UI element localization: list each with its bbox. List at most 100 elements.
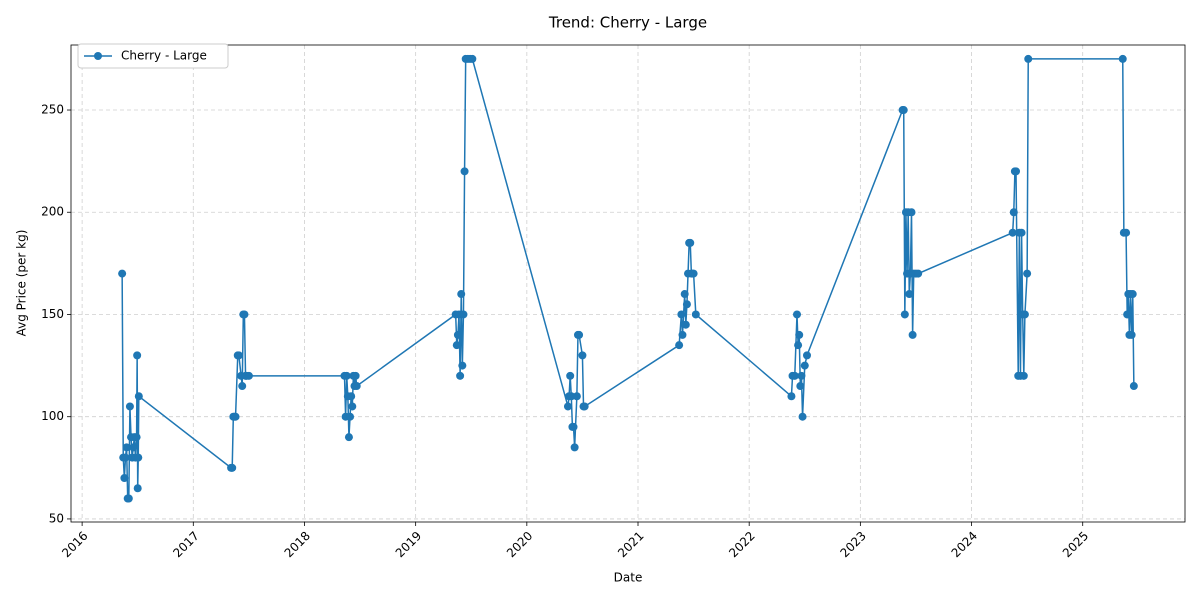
data-point bbox=[134, 453, 143, 462]
data-point bbox=[1024, 54, 1033, 63]
data-point bbox=[238, 382, 247, 391]
data-point bbox=[796, 382, 805, 391]
data-point bbox=[798, 412, 807, 421]
x-tick-label: 2017 bbox=[170, 529, 201, 560]
data-point bbox=[342, 371, 351, 380]
data-point bbox=[244, 371, 253, 380]
data-point bbox=[228, 463, 237, 472]
data-point bbox=[348, 402, 357, 411]
data-point bbox=[578, 351, 587, 360]
data-point bbox=[1122, 228, 1131, 237]
data-point bbox=[1123, 310, 1132, 319]
data-point bbox=[797, 371, 806, 380]
chart-title: Trend: Cherry - Large bbox=[548, 14, 707, 32]
data-point bbox=[566, 371, 575, 380]
data-point bbox=[680, 290, 689, 299]
data-point bbox=[1127, 330, 1136, 339]
data-point bbox=[1129, 382, 1138, 391]
data-point bbox=[347, 392, 356, 401]
data-point bbox=[675, 341, 684, 350]
legend-label: Cherry - Large bbox=[121, 49, 207, 63]
data-point bbox=[682, 300, 691, 309]
data-point bbox=[240, 310, 249, 319]
data-point bbox=[689, 269, 698, 278]
data-point bbox=[133, 351, 142, 360]
legend-box bbox=[77, 43, 229, 69]
data-point bbox=[575, 330, 584, 339]
data-point bbox=[905, 290, 914, 299]
data-point bbox=[914, 269, 923, 278]
data-point bbox=[686, 238, 695, 247]
data-point bbox=[563, 402, 572, 411]
data-point bbox=[1009, 208, 1018, 217]
x-tick-label: 2019 bbox=[393, 529, 424, 560]
y-axis-label: Avg Price (per kg) bbox=[15, 230, 29, 337]
y-tick-label: 150 bbox=[41, 307, 64, 321]
data-point bbox=[1019, 371, 1028, 380]
data-point bbox=[120, 474, 129, 483]
data-point bbox=[460, 167, 469, 176]
data-point bbox=[1008, 228, 1017, 237]
data-point bbox=[456, 371, 465, 380]
data-point bbox=[677, 310, 686, 319]
x-tick-label: 2021 bbox=[615, 529, 646, 560]
data-point bbox=[899, 106, 908, 115]
x-tick-label: 2024 bbox=[949, 529, 980, 560]
data-point bbox=[457, 290, 466, 299]
data-point bbox=[125, 402, 134, 411]
data-point bbox=[802, 351, 811, 360]
legend: Cherry - Large bbox=[77, 43, 229, 69]
data-point bbox=[453, 330, 462, 339]
data-point bbox=[351, 371, 360, 380]
y-tick-label: 200 bbox=[41, 205, 64, 219]
data-point bbox=[678, 330, 687, 339]
x-tick-label: 2023 bbox=[837, 529, 868, 560]
x-tick-label: 2020 bbox=[504, 529, 535, 560]
x-axis-label: Date bbox=[614, 571, 643, 585]
data-point bbox=[468, 54, 477, 63]
y-tick-label: 100 bbox=[41, 409, 64, 423]
data-point bbox=[570, 443, 579, 452]
data-point bbox=[352, 382, 361, 391]
x-tick-label: 2016 bbox=[59, 529, 90, 560]
data-point bbox=[1118, 54, 1127, 63]
data-point bbox=[452, 341, 461, 350]
data-point bbox=[908, 330, 917, 339]
data-point bbox=[794, 341, 803, 350]
data-point bbox=[691, 310, 700, 319]
data-point bbox=[681, 320, 690, 329]
y-tick-label: 50 bbox=[49, 511, 64, 525]
data-point bbox=[118, 269, 127, 278]
x-tick-label: 2018 bbox=[282, 529, 313, 560]
legend-marker bbox=[94, 52, 102, 60]
data-point bbox=[800, 361, 809, 370]
data-point bbox=[346, 412, 355, 421]
data-point bbox=[1128, 290, 1137, 299]
data-point bbox=[567, 392, 576, 401]
data-point bbox=[1017, 228, 1026, 237]
data-point bbox=[787, 392, 796, 401]
data-point bbox=[1023, 269, 1032, 278]
data-point bbox=[572, 392, 581, 401]
series-line bbox=[121, 58, 1135, 500]
data-point bbox=[569, 422, 578, 431]
data-point bbox=[458, 361, 467, 370]
data-point bbox=[132, 433, 141, 442]
x-tick-label: 2022 bbox=[726, 529, 757, 560]
data-point bbox=[344, 433, 353, 442]
plot-frame bbox=[70, 44, 1186, 523]
x-tick-label: 2025 bbox=[1060, 529, 1091, 560]
data-point bbox=[580, 402, 589, 411]
data-point bbox=[907, 208, 916, 217]
data-point bbox=[231, 412, 240, 421]
data-point bbox=[134, 392, 143, 401]
data-point bbox=[124, 494, 133, 503]
data-point bbox=[133, 484, 142, 493]
data-point bbox=[790, 371, 799, 380]
data-point bbox=[1020, 310, 1029, 319]
data-point bbox=[121, 453, 130, 462]
data-point bbox=[129, 443, 138, 452]
data-point bbox=[234, 351, 243, 360]
data-point bbox=[459, 310, 468, 319]
